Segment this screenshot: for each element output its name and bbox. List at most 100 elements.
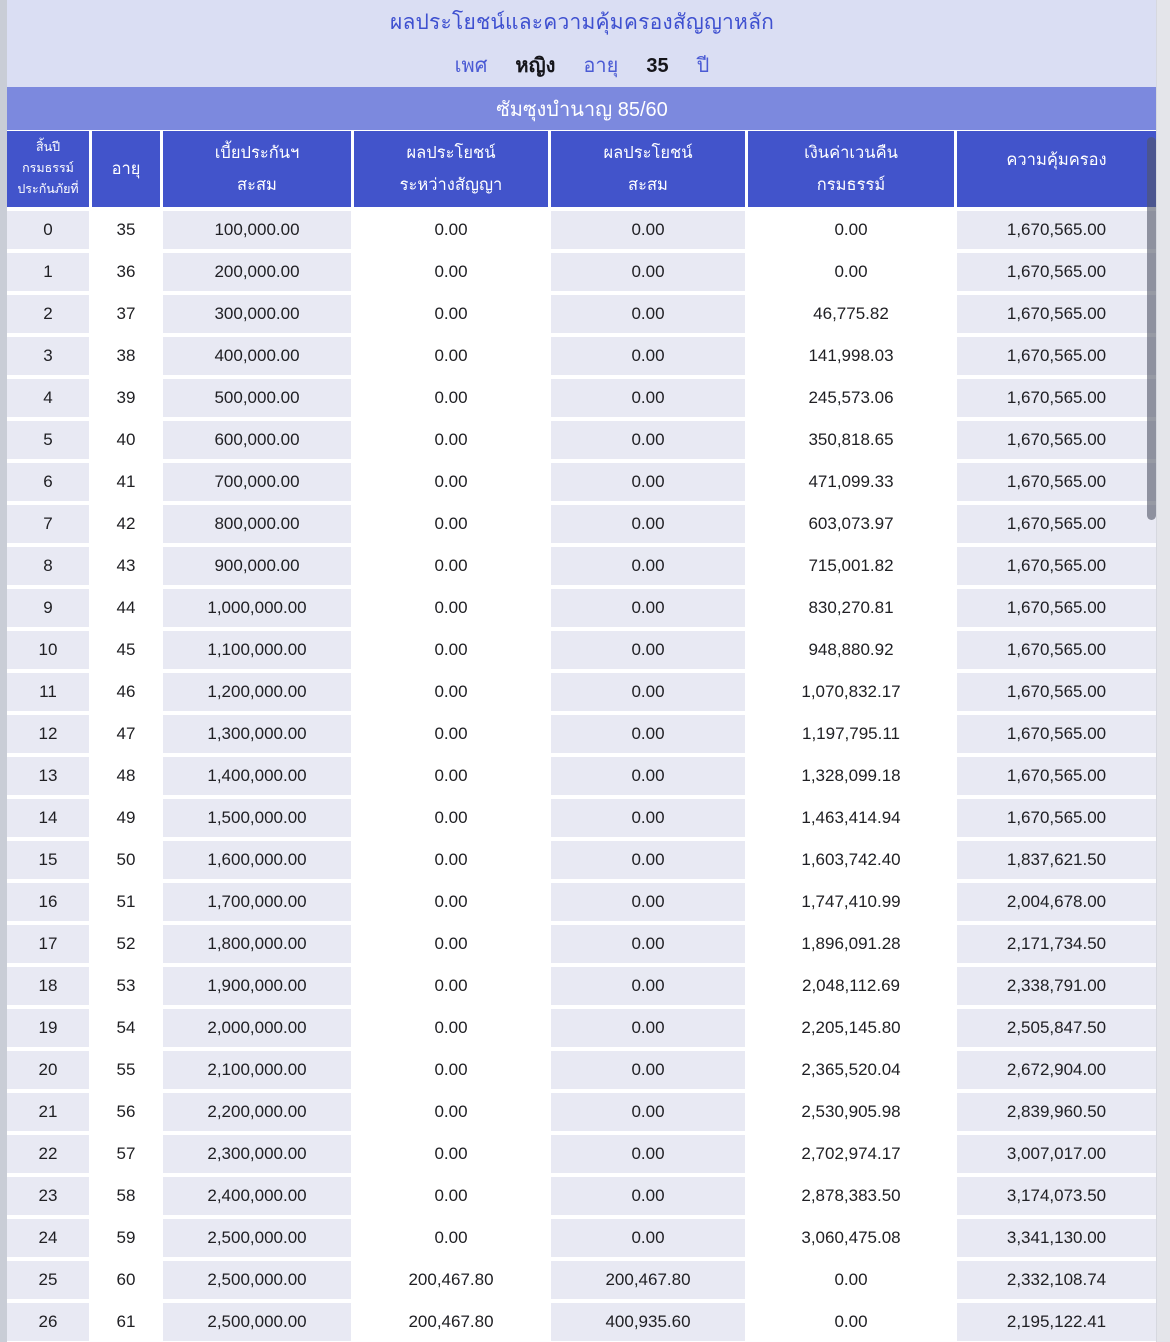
cell-surrender-value: 830,270.81 xyxy=(748,589,954,627)
header-line: ประกันภัยที่ xyxy=(17,181,79,196)
cell-accumulated-benefit: 0.00 xyxy=(551,421,745,459)
cell-benefit-during-contract: 0.00 xyxy=(354,589,548,627)
cell-surrender-value: 1,197,795.11 xyxy=(748,715,954,753)
cell-coverage: 1,670,565.00 xyxy=(957,295,1156,333)
cell-policy-year-end: 10 xyxy=(7,631,89,669)
cell-surrender-value: 948,880.92 xyxy=(748,631,954,669)
cell-accumulated-premium: 1,700,000.00 xyxy=(163,883,351,921)
header-line: ระหว่างสัญญา xyxy=(399,176,503,194)
cell-policy-year-end: 4 xyxy=(7,379,89,417)
cell-age: 58 xyxy=(92,1177,160,1215)
cell-accumulated-premium: 1,400,000.00 xyxy=(163,757,351,795)
cell-accumulated-premium: 100,000.00 xyxy=(163,211,351,249)
cell-accumulated-benefit: 200,467.80 xyxy=(551,1261,745,1299)
cell-surrender-value: 2,530,905.98 xyxy=(748,1093,954,1131)
cell-accumulated-benefit: 0.00 xyxy=(551,757,745,795)
cell-policy-year-end: 2 xyxy=(7,295,89,333)
cell-surrender-value: 350,818.65 xyxy=(748,421,954,459)
cell-surrender-value: 1,747,410.99 xyxy=(748,883,954,921)
cell-benefit-during-contract: 0.00 xyxy=(354,799,548,837)
age-unit: ปี xyxy=(696,55,710,77)
cell-age: 60 xyxy=(92,1261,160,1299)
cell-coverage: 1,670,565.00 xyxy=(957,253,1156,291)
cell-policy-year-end: 23 xyxy=(7,1177,89,1215)
cell-accumulated-premium: 200,000.00 xyxy=(163,253,351,291)
header-line: สะสม xyxy=(237,176,277,194)
person-summary: เพศ หญิง อายุ 35 ปี xyxy=(441,49,724,81)
header-cell-benefit-during-contract: ผลประโยชน์ระหว่างสัญญา xyxy=(354,131,548,207)
header-line: สะสม xyxy=(628,176,668,194)
cell-benefit-during-contract: 0.00 xyxy=(354,715,548,753)
cell-coverage: 1,670,565.00 xyxy=(957,547,1156,585)
cell-coverage: 1,670,565.00 xyxy=(957,589,1156,627)
cell-accumulated-benefit: 0.00 xyxy=(551,211,745,249)
cell-benefit-during-contract: 0.00 xyxy=(354,1177,548,1215)
cell-coverage: 1,670,565.00 xyxy=(957,715,1156,753)
cell-accumulated-benefit: 0.00 xyxy=(551,253,745,291)
cell-age: 45 xyxy=(92,631,160,669)
cell-benefit-during-contract: 0.00 xyxy=(354,1051,548,1089)
cell-surrender-value: 245,573.06 xyxy=(748,379,954,417)
cell-age: 38 xyxy=(92,337,160,375)
cell-policy-year-end: 19 xyxy=(7,1009,89,1047)
cell-policy-year-end: 6 xyxy=(7,463,89,501)
cell-coverage: 1,670,565.00 xyxy=(957,673,1156,711)
cell-age: 46 xyxy=(92,673,160,711)
cell-age: 42 xyxy=(92,505,160,543)
cell-accumulated-premium: 2,500,000.00 xyxy=(163,1261,351,1299)
cell-accumulated-premium: 800,000.00 xyxy=(163,505,351,543)
cell-benefit-during-contract: 0.00 xyxy=(354,1009,548,1047)
cell-policy-year-end: 12 xyxy=(7,715,89,753)
cell-policy-year-end: 5 xyxy=(7,421,89,459)
cell-policy-year-end: 0 xyxy=(7,211,89,249)
cell-accumulated-benefit: 0.00 xyxy=(551,1219,745,1257)
header-line: อายุ xyxy=(111,159,141,178)
scrollbar-thumb[interactable] xyxy=(1147,137,1156,520)
cell-surrender-value: 0.00 xyxy=(748,1261,954,1299)
benefit-table[interactable]: สิ้นปี กรมธรรม์ ประกันภัยที่ อายุ เบี้ยประกั… xyxy=(7,131,1157,1341)
cell-benefit-during-contract: 0.00 xyxy=(354,547,548,585)
cell-surrender-value: 0.00 xyxy=(748,1303,954,1341)
header-line: ผลประโยชน์ xyxy=(406,143,496,162)
cell-benefit-during-contract: 0.00 xyxy=(354,1093,548,1131)
cell-accumulated-premium: 300,000.00 xyxy=(163,295,351,333)
age-value: 35 xyxy=(646,55,669,77)
cell-accumulated-benefit: 400,935.60 xyxy=(551,1303,745,1341)
cell-accumulated-premium: 400,000.00 xyxy=(163,337,351,375)
cell-age: 43 xyxy=(92,547,160,585)
cell-policy-year-end: 1 xyxy=(7,253,89,291)
cell-accumulated-premium: 2,400,000.00 xyxy=(163,1177,351,1215)
cell-accumulated-benefit: 0.00 xyxy=(551,1093,745,1131)
cell-accumulated-benefit: 0.00 xyxy=(551,631,745,669)
cell-coverage: 2,171,734.50 xyxy=(957,925,1156,963)
cell-surrender-value: 1,463,414.94 xyxy=(748,799,954,837)
header-cell-accumulated-premium: เบี้ยประกันฯสะสม xyxy=(163,131,351,207)
cell-coverage: 1,670,565.00 xyxy=(957,505,1156,543)
cell-benefit-during-contract: 0.00 xyxy=(354,631,548,669)
cell-benefit-during-contract: 0.00 xyxy=(354,463,548,501)
header-line: เบี้ยประกันฯ xyxy=(214,143,300,162)
page-content: ผลประโยชน์และความคุ้มครองสัญญาหลัก เพศ ห… xyxy=(7,0,1157,1342)
cell-coverage: 2,338,791.00 xyxy=(957,967,1156,1005)
cell-coverage: 1,670,565.00 xyxy=(957,379,1156,417)
cell-policy-year-end: 22 xyxy=(7,1135,89,1173)
cell-accumulated-benefit: 0.00 xyxy=(551,337,745,375)
cell-accumulated-benefit: 0.00 xyxy=(551,883,745,921)
cell-accumulated-premium: 2,500,000.00 xyxy=(163,1219,351,1257)
cell-policy-year-end: 13 xyxy=(7,757,89,795)
header-cell-accumulated-benefit: ผลประโยชน์ สะสม xyxy=(551,131,745,207)
cell-coverage: 2,332,108.74 xyxy=(957,1261,1156,1299)
cell-benefit-during-contract: 0.00 xyxy=(354,421,548,459)
cell-benefit-during-contract: 0.00 xyxy=(354,967,548,1005)
cell-policy-year-end: 24 xyxy=(7,1219,89,1257)
cell-age: 39 xyxy=(92,379,160,417)
cell-coverage: 1,670,565.00 xyxy=(957,337,1156,375)
cell-policy-year-end: 16 xyxy=(7,883,89,921)
cell-coverage: 1,670,565.00 xyxy=(957,631,1156,669)
cell-benefit-during-contract: 0.00 xyxy=(354,883,548,921)
cell-accumulated-premium: 1,100,000.00 xyxy=(163,631,351,669)
cell-coverage: 1,670,565.00 xyxy=(957,463,1156,501)
cell-benefit-during-contract: 0.00 xyxy=(354,1135,548,1173)
cell-coverage: 1,837,621.50 xyxy=(957,841,1156,879)
